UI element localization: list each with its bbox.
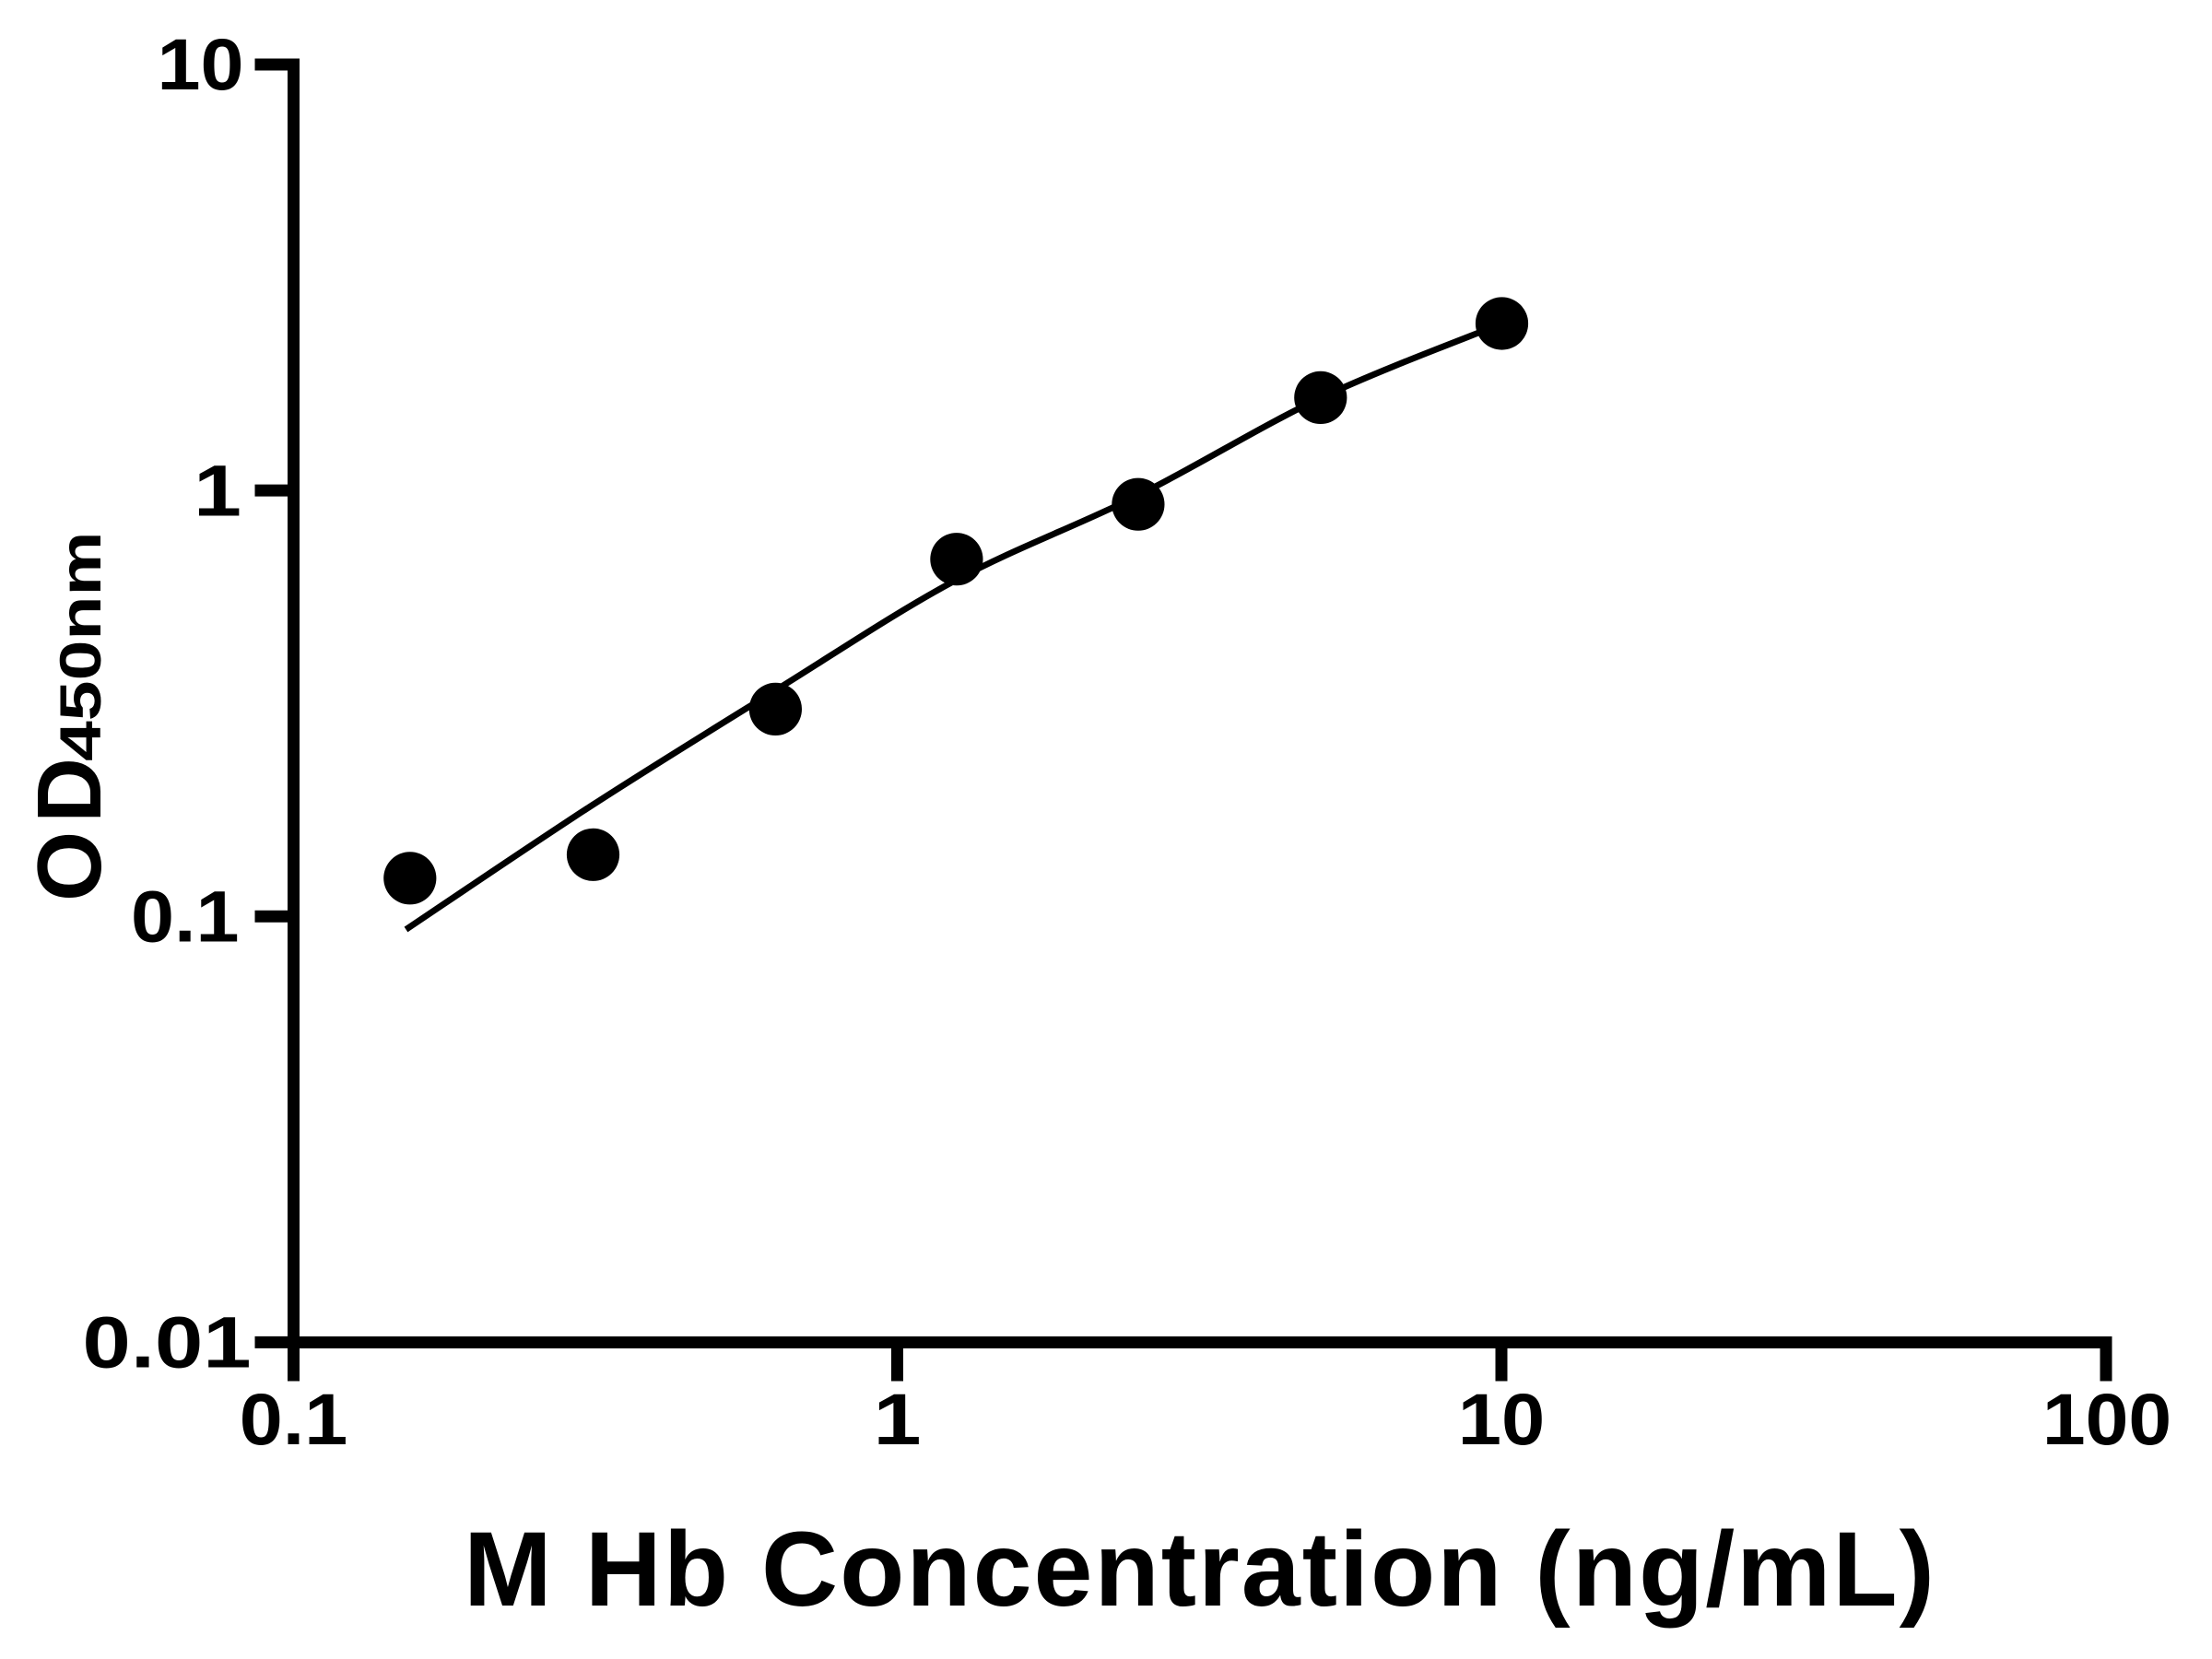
svg-text:0.1: 0.1 (131, 877, 239, 958)
svg-text:1: 1 (874, 1380, 922, 1461)
svg-text:10: 10 (157, 25, 243, 106)
svg-text:0.1: 0.1 (240, 1380, 347, 1461)
svg-text:M Hb Concentration (ng/mL): M Hb Concentration (ng/mL) (464, 1511, 1936, 1629)
svg-text:1: 1 (194, 451, 241, 532)
svg-text:OD: OD (18, 749, 120, 901)
svg-text:450nm: 450nm (48, 532, 113, 761)
svg-text:100: 100 (2042, 1379, 2171, 1460)
svg-text:0.01: 0.01 (83, 1302, 252, 1383)
svg-text:10: 10 (1458, 1380, 1545, 1461)
